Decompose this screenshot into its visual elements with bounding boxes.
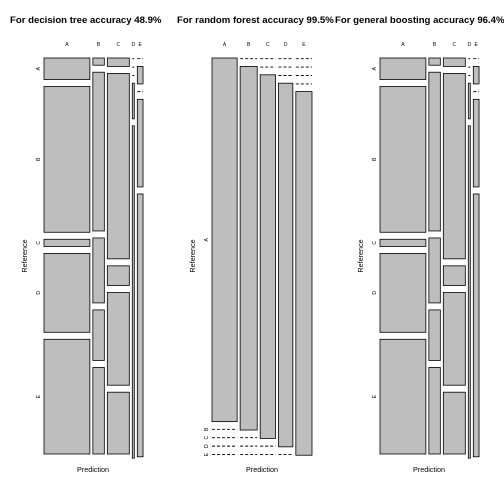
y-axis-label: Reference <box>188 239 197 272</box>
mosaic-cell-E-E <box>295 91 313 456</box>
mosaic-cell-C-A <box>379 238 427 247</box>
x-axis-label: Prediction <box>413 465 445 474</box>
x-tick-label: B <box>97 42 101 48</box>
x-tick-label: B <box>247 42 251 48</box>
mosaic-cell-D-E <box>136 98 144 188</box>
x-axis-label: Prediction <box>77 465 109 474</box>
mosaic-cell-E-E <box>136 193 144 458</box>
y-tick-label: B <box>204 427 210 431</box>
mosaic-cell-E-C <box>106 391 130 455</box>
x-tick-label: E <box>302 42 306 48</box>
x-axis-label: Prediction <box>246 465 278 474</box>
mosaic-cell-C-B <box>428 237 441 304</box>
y-tick-label: A <box>204 237 210 241</box>
x-tick-label: D <box>284 42 288 48</box>
y-tick-label: C <box>204 436 210 440</box>
chart-title: For random forest accuracy 99.5% <box>177 15 334 26</box>
mosaic-cell-D-C <box>442 292 466 386</box>
mosaic-cell-C-A <box>43 238 91 247</box>
x-tick-label: A <box>401 42 405 48</box>
mosaic-cell-E-B <box>92 367 105 455</box>
mosaic-cell-E-D <box>131 125 135 459</box>
y-tick-label: E <box>36 394 42 398</box>
mosaic-cell-C-C <box>442 265 466 286</box>
mosaic-panel-2: For random forest accuracy 99.5%A B C D EABC… <box>177 15 334 474</box>
mosaic-panel-3: For general boosting accuracy 96.4%A B C D E… <box>335 15 504 474</box>
y-tick-label: B <box>372 157 378 161</box>
mosaic-cell-B-A <box>43 86 91 233</box>
mosaic-cell-B-B <box>428 71 441 232</box>
mosaic-cell-D-C <box>106 292 130 386</box>
mosaic-cell-D-A <box>379 253 427 333</box>
y-tick-label: C <box>36 241 42 245</box>
mosaic-cell-A-A <box>379 57 427 80</box>
mosaic-cell-E-E <box>472 193 480 458</box>
x-tick-label: D <box>131 42 135 48</box>
mosaic-cell-B-B <box>92 71 105 232</box>
x-tick-label: C <box>117 42 121 48</box>
mosaic-cell-A-C <box>442 57 466 67</box>
mosaic-cell-D-E <box>472 98 480 188</box>
chart-title: For decision tree accuracy 48.9% <box>10 15 162 26</box>
x-tick-label: E <box>475 42 479 48</box>
mosaic-cell-A-A <box>211 57 238 423</box>
mosaic-cell-A-B <box>428 57 441 66</box>
mosaic-cell-E-C <box>442 391 466 455</box>
mosaic-cell-E-A <box>379 338 427 455</box>
mosaic-panel-1: For decision tree accuracy 48.9%A B C D EABC… <box>10 15 162 474</box>
mosaic-cell-B-E <box>136 66 144 85</box>
x-tick-label: C <box>266 42 270 48</box>
x-tick-label: B <box>433 42 437 48</box>
y-tick-label: D <box>372 291 378 295</box>
mosaic-cell-B-C <box>442 73 466 260</box>
mosaic-cell-B-A <box>379 86 427 233</box>
mosaic-cell-D-D <box>467 82 471 120</box>
mosaic-cell-B-B <box>239 66 258 431</box>
y-tick-label: E <box>372 394 378 398</box>
x-tick-label: D <box>467 42 471 48</box>
y-axis-label: Reference <box>356 239 365 272</box>
mosaic-cell-B-C <box>106 73 130 260</box>
mosaic-cell-A-C <box>106 57 130 67</box>
chart-title: For general boosting accuracy 96.4% <box>335 15 504 26</box>
mosaic-cell-C-C <box>106 265 130 286</box>
mosaic-cell-E-B <box>428 367 441 455</box>
x-tick-label: A <box>65 42 69 48</box>
x-tick-label: A <box>223 42 227 48</box>
mosaic-cell-D-B <box>428 309 441 361</box>
x-tick-label: E <box>139 42 143 48</box>
y-tick-label: E <box>204 452 210 456</box>
x-tick-label: C <box>453 42 457 48</box>
mosaic-cell-D-D <box>278 82 294 448</box>
y-tick-label: D <box>36 291 42 295</box>
y-tick-label: A <box>372 66 378 70</box>
mosaic-cell-A-B <box>92 57 105 66</box>
y-tick-label: C <box>372 241 378 245</box>
y-tick-label: A <box>36 66 42 70</box>
mosaic-cell-D-D <box>131 82 135 120</box>
y-axis-label: Reference <box>20 239 29 272</box>
mosaic-cell-A-A <box>43 57 91 80</box>
mosaic-cell-E-D <box>467 125 471 459</box>
mosaic-cell-D-A <box>43 253 91 333</box>
mosaic-cell-C-B <box>92 237 105 304</box>
mosaic-cell-E-A <box>43 338 91 455</box>
mosaic-cell-B-E <box>472 66 480 85</box>
mosaic-cell-D-B <box>92 309 105 361</box>
mosaic-cell-C-C <box>259 74 276 439</box>
y-tick-label: D <box>204 444 210 448</box>
y-tick-label: B <box>36 157 42 161</box>
